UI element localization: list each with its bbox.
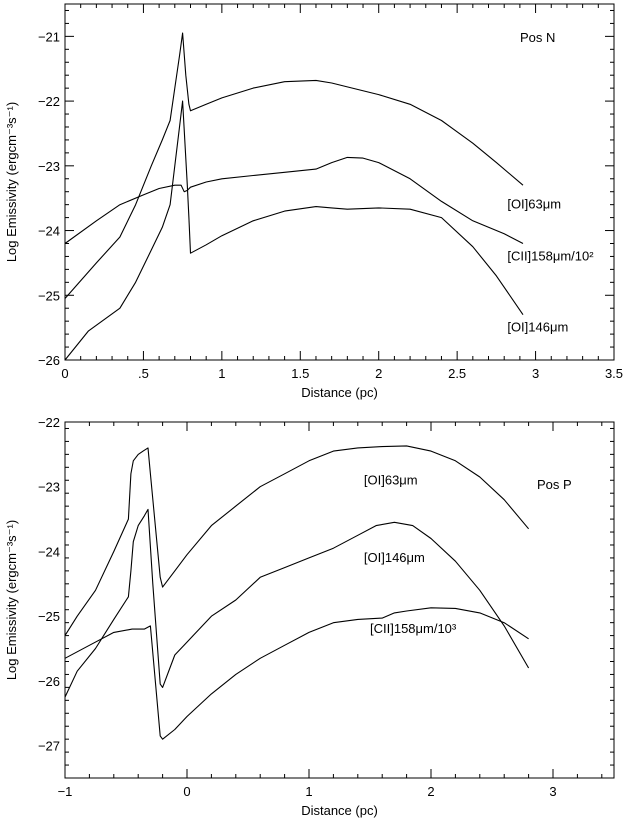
x-tick-label: 0 (61, 366, 68, 381)
chart-panel-1: 0 .5 1 1.5 2 2.5 3 3.5 −26 −25 −24 −23 −22 −21 Distanc… (4, 3, 623, 400)
x-tick-label: −1 (58, 784, 73, 799)
x-tick-label: 2.5 (448, 366, 466, 381)
chart-panel-2: −1 0 1 2 3 −27 −26 −25 −24 −23 −22 Distance (pc) Log… (4, 415, 615, 818)
y-tick-label: −23 (38, 480, 60, 495)
series-line (64, 156, 524, 244)
x-tick-label: 3 (549, 784, 556, 799)
series-label: [CII]158μm/10³ (370, 621, 457, 636)
y-tick-label: −24 (38, 224, 60, 239)
x-tick-label: 0 (183, 784, 190, 799)
plot-frame (64, 421, 615, 779)
series-label: [OI]63μm (364, 472, 418, 487)
series-line (64, 100, 524, 361)
x-axis-title: Distance (pc) (301, 803, 378, 818)
x-tick-label: 1 (305, 784, 312, 799)
series-line (64, 32, 524, 299)
y-tick-label: −25 (38, 288, 60, 303)
x-tick-label: 1 (218, 366, 225, 381)
y-tick-label: −22 (38, 94, 60, 109)
y-tick-label: −21 (38, 29, 60, 44)
series-line (64, 607, 529, 740)
y-tick-label: −26 (38, 674, 60, 689)
y-tick-label: −22 (38, 415, 60, 430)
x-axis-title: Distance (pc) (301, 385, 378, 400)
x-tick-label: .5 (138, 366, 149, 381)
y-tick-label: −27 (38, 739, 60, 754)
series-line (64, 445, 530, 636)
y-axis-title: Log Emissivity (ergcm⁻³s⁻¹) (4, 520, 19, 680)
series-line (64, 508, 530, 698)
y-tick-label: −25 (38, 609, 60, 624)
x-tick-label: 1.5 (291, 366, 309, 381)
x-tick-label: 2 (375, 366, 382, 381)
y-axis-title: Log Emissivity (ergcm⁻³s⁻¹) (4, 102, 19, 262)
series-label: [CII]158μm/10² (507, 248, 594, 263)
series-label: [OI]63μm (507, 197, 561, 212)
y-tick-label: −26 (38, 353, 60, 368)
series-label: [OI]146μm (364, 550, 425, 565)
y-tick-label: −23 (38, 159, 60, 174)
plot-frame (64, 3, 615, 361)
panel-label: Pos P (537, 477, 572, 492)
x-tick-label: 3 (532, 366, 539, 381)
panel-label: Pos N (520, 30, 555, 45)
series-label: [OI]146μm (507, 320, 568, 335)
x-tick-label: 3.5 (605, 366, 623, 381)
y-tick-label: −24 (38, 544, 60, 559)
x-tick-label: 2 (427, 784, 434, 799)
